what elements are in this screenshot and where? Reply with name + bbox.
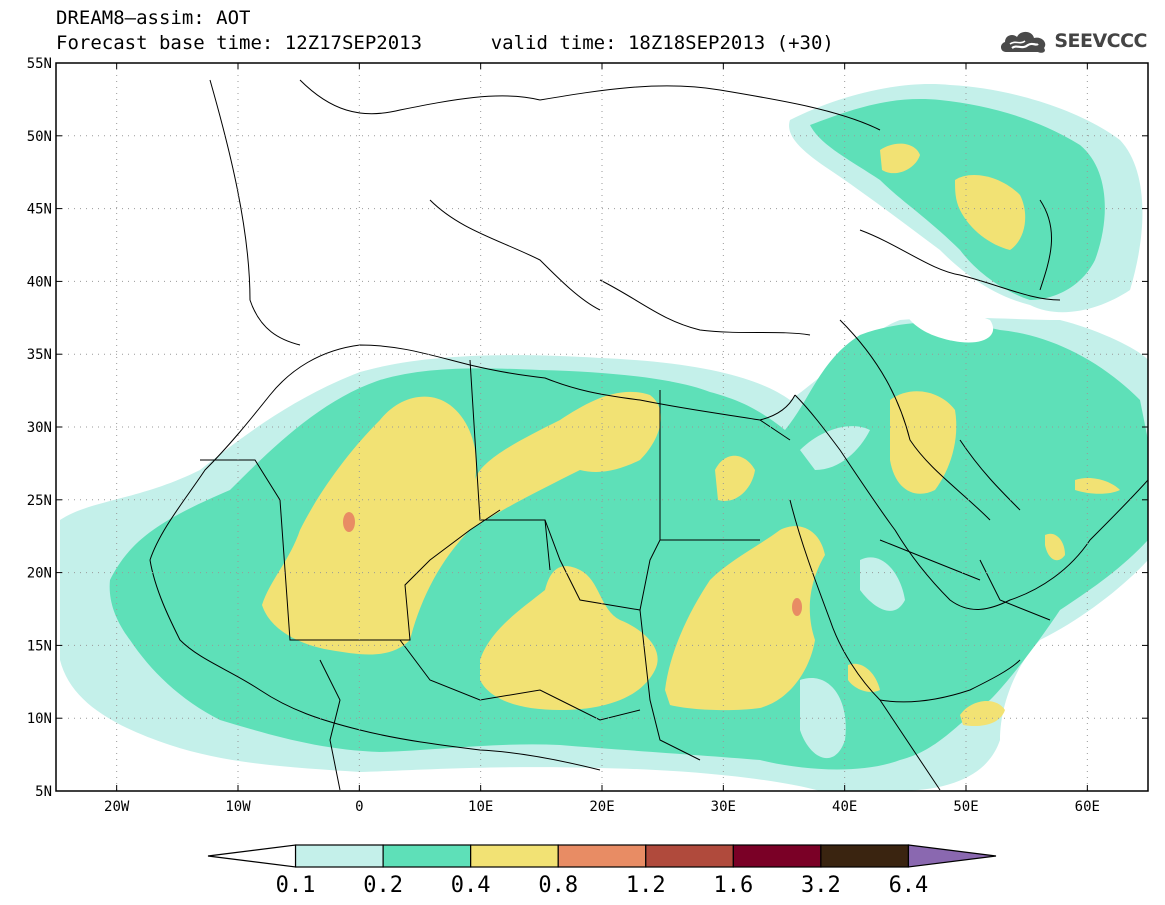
lat-tick-label: 50N: [27, 129, 52, 145]
lon-tick-label: 30E: [711, 799, 736, 815]
lat-tick-label: 40N: [27, 274, 52, 290]
lat-tick-label: 55N: [27, 56, 52, 72]
colorbar-level-label: 0.4: [451, 873, 491, 898]
valid-time: valid time: 18Z18SEP2013 (+30): [490, 32, 834, 54]
aot-field: [56, 63, 1148, 791]
axis-ticks: 20W 10W 0 10E 20E 30E 40E 50E 60E 5N 10N 15N 20N 25N 3…: [27, 56, 1148, 815]
lon-tick-label: 10W: [225, 799, 251, 815]
colorbar-segment: [207, 844, 297, 868]
colorbar-level-label: 3.2: [801, 873, 841, 898]
colorbar-segment: [820, 844, 910, 868]
colorbar-segment: [907, 844, 997, 868]
lon-tick-label: 10E: [468, 799, 493, 815]
colorbar-segment: [470, 844, 559, 868]
colorbar: 0.1 0.2 0.4 0.8 1.2 1.6 3.2 6.4: [207, 844, 997, 898]
lon-tick-label: 60E: [1075, 799, 1100, 815]
lat-tick-label: 35N: [27, 347, 52, 363]
lat-tick-label: 5N: [35, 784, 52, 800]
colorbar-segment: [557, 844, 647, 868]
colorbar-level-label: 0.8: [538, 873, 578, 898]
colorbar-level-label: 0.2: [363, 873, 403, 898]
lat-tick-label: 20N: [27, 566, 52, 582]
base-time: Forecast base time: 12Z17SEP2013: [56, 32, 423, 54]
aot-band-0.8: [343, 512, 802, 616]
colorbar-level-label: 1.6: [713, 873, 753, 898]
lat-tick-label: 15N: [27, 638, 52, 654]
map-grid: [56, 63, 1148, 791]
lat-tick-label: 10N: [27, 711, 52, 727]
seevccc-logo: SEEVCCC: [998, 26, 1147, 56]
lat-tick-label: 45N: [27, 202, 52, 218]
colorbar-segment: [732, 844, 822, 868]
logo-text: SEEVCCC: [1054, 30, 1147, 52]
colorbar-segment: [382, 844, 472, 868]
lat-tick-label: 30N: [27, 420, 52, 436]
lat-tick-label: 25N: [27, 493, 52, 509]
colorbar-segment: [294, 844, 384, 868]
lon-tick-label: 50E: [953, 799, 978, 815]
lon-tick-label: 0: [355, 799, 363, 815]
lon-tick-label: 20E: [589, 799, 614, 815]
colorbar-level-label: 1.2: [626, 873, 666, 898]
coastlines-borders: [149, 79, 1148, 791]
lon-tick-label: 40E: [832, 799, 857, 815]
colorbar-level-label: 0.1: [276, 873, 316, 898]
map-title: DREAM8–assim: AOT: [56, 7, 251, 29]
map-subtitle: Forecast base time: 12Z17SEP2013 valid t…: [56, 33, 834, 53]
colorbar-level-label: 6.4: [889, 873, 929, 898]
aot-band-0.4: [262, 143, 1120, 727]
lon-tick-label: 20W: [104, 799, 130, 815]
cloud-icon: [1001, 31, 1046, 53]
colorbar-segment: [645, 844, 734, 868]
